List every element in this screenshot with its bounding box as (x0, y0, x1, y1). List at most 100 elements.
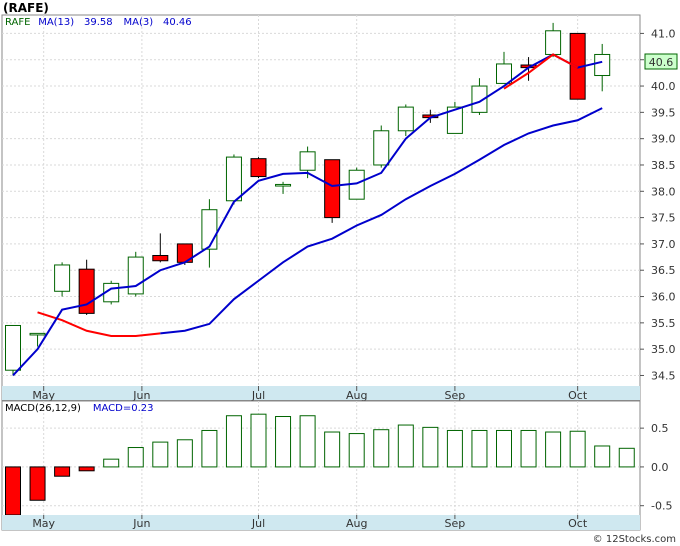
macd-bar (520, 429, 537, 468)
macd-bar (5, 466, 21, 516)
macd-bar (78, 466, 95, 472)
macd-bar (569, 430, 586, 468)
macd-legend-entry: MACD=0.23 (93, 403, 154, 414)
macd-bar (250, 413, 267, 468)
price-plot-area (1, 14, 641, 401)
macd-bar (496, 429, 512, 468)
candle-body (496, 63, 512, 84)
candle (152, 233, 169, 263)
last-price-box (644, 53, 678, 70)
macd-bar (594, 445, 611, 468)
macd-bar (225, 415, 242, 468)
candle-body (78, 268, 95, 314)
candle-body (250, 158, 267, 178)
macd-x-axis: May Jun Jul Aug Sep Oct (32, 515, 588, 530)
price-tick-label: 36.0 (651, 291, 676, 304)
candle (471, 78, 488, 115)
candle-body (275, 183, 292, 187)
macd-bar (29, 466, 46, 501)
candle-body (299, 151, 316, 171)
candle (594, 43, 611, 92)
macd-legend: MACD(26,12,9) MACD=0.23 (5, 403, 154, 414)
price-panel: 34.5 35.0 35.5 36.0 36.5 37.0 37.5 38.0 38.5 39.0… (1, 14, 678, 402)
macd-month-label: Aug (346, 517, 367, 530)
price-tick-label: 37.5 (651, 212, 676, 225)
macd-bars (5, 413, 635, 516)
price-y-axis: 34.5 35.0 35.5 36.0 36.5 37.0 37.5 38.0 38.5 39.0… (640, 27, 676, 382)
legend-entry: MA(3) (124, 17, 154, 28)
candle (127, 251, 144, 297)
macd-bar (446, 429, 463, 468)
candle (176, 243, 193, 265)
ma3-line (12, 53, 603, 377)
macd-panel: 0.5 0.0 -0.5 May Jun Jul Aug Sep Oct MACD(26,12… (1, 400, 672, 531)
macd-bar (127, 447, 144, 468)
macd-bar (54, 466, 71, 477)
price-tick-label: 37.0 (651, 238, 676, 251)
macd-month-label: Jul (251, 517, 265, 530)
price-tick-label: 38.0 (651, 185, 676, 198)
month-label: Aug (346, 389, 367, 402)
macd-bar (373, 429, 390, 468)
ma13-segment-up (160, 107, 603, 335)
legend-entry: RAFE (5, 17, 30, 28)
price-tick-label: 39.0 (651, 133, 676, 146)
price-tick-label: 34.5 (651, 369, 676, 382)
macd-bar (103, 458, 120, 468)
price-tick-label: 41.0 (651, 27, 676, 40)
last-price-tag: 40.6 (644, 53, 678, 70)
candle-body (225, 156, 242, 202)
macd-bar (152, 441, 169, 468)
ma3-segment (12, 53, 603, 377)
ma13-segment-down (37, 311, 161, 338)
macd-tick-label: 0.0 (651, 461, 669, 474)
macd-bar (545, 431, 562, 468)
macd-tick-label: 0.5 (651, 422, 669, 435)
macd-legend-entry: MACD(26,12,9) (5, 403, 81, 414)
month-label: Jul (251, 389, 265, 402)
candle (225, 154, 242, 205)
candle (496, 51, 512, 84)
month-label: Jun (132, 389, 150, 402)
macd-month-label: Sep (445, 517, 466, 530)
candle-body (545, 30, 562, 55)
macd-bar (176, 439, 193, 468)
candle-body (324, 159, 341, 219)
legend-entry: MA(13) (38, 17, 74, 28)
macd-bar (618, 447, 635, 468)
candle-body (594, 53, 611, 77)
candle (5, 324, 21, 376)
macd-month-axis-band (2, 515, 640, 530)
month-label: Oct (568, 389, 588, 402)
candle (250, 157, 267, 179)
macd-month-label: May (32, 517, 55, 530)
price-tick-label: 39.5 (651, 106, 676, 119)
price-x-axis: May Jun Jul Aug Sep Oct (32, 386, 588, 402)
candle-body (152, 254, 169, 262)
macd-bar (201, 429, 218, 468)
ma13-line (37, 107, 603, 338)
candle (275, 181, 292, 194)
macd-bar (422, 426, 439, 468)
candle-body (373, 130, 390, 166)
price-tick-label: 36.5 (651, 264, 676, 277)
price-tick-label: 35.0 (651, 343, 676, 356)
candle (446, 101, 463, 134)
watermark: © 12Stocks.com (593, 534, 676, 545)
price-tick-label: 35.5 (651, 317, 676, 330)
macd-bar (299, 415, 316, 468)
macd-bar (471, 429, 488, 468)
price-tick-label: 40.0 (651, 80, 676, 93)
macd-month-label: Jun (132, 517, 150, 530)
candle-body (201, 209, 218, 250)
candle (397, 104, 414, 137)
macd-bar (397, 424, 414, 468)
chart-title: (RAFE) (3, 1, 49, 15)
macd-bar (348, 433, 365, 468)
month-label: Sep (445, 389, 466, 402)
price-legend: RAFE MA(13) 39.58 MA(3) 40.46 (5, 17, 192, 28)
legend-entry: 40.46 (163, 17, 192, 28)
candle-body (5, 324, 21, 371)
candle-body (127, 256, 144, 295)
